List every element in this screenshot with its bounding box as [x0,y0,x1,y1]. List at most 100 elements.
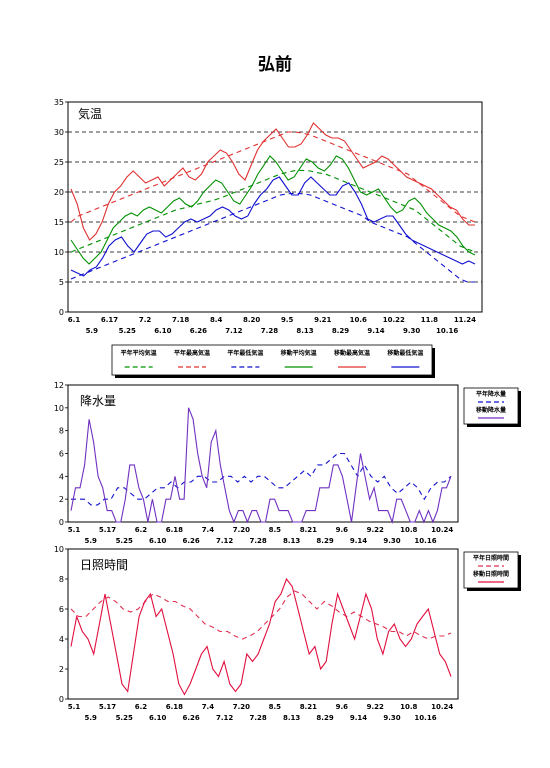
y-tick-label: 10 [54,404,64,413]
x-tick-label: 9.6 [336,526,349,534]
x-tick-label: 9.22 [367,526,384,534]
y-tick-label: 2 [59,495,64,504]
sunshine-panel-label: 日照時間 [80,558,128,572]
x-tick-label: 7.12 [225,327,242,335]
x-tick-label: 10.16 [436,327,458,335]
y-tick-label: 5 [59,278,64,287]
x-tick-label: 8.5 [269,703,282,711]
temperature-legend: 平年平均気温 平年最高気温 平年最低気温 移動平均気温 移動最高気温 移動最低気温 [111,344,435,378]
chart-title: 弘前 [258,55,292,75]
x-tick-label: 5.1 [68,703,81,711]
y-tick-label: 0 [59,695,64,704]
x-tick-label: 5.25 [119,327,136,335]
precipitation-series [70,407,452,524]
legend-label: 移動最高気温 [334,349,370,357]
x-tick-label: 5.25 [116,714,133,722]
x-tick-label: 9.30 [383,537,400,545]
series-line [70,407,452,524]
temperature-chart: 気温 0 5 10 15 20 25 30 35 6.1 6.17 7.2 7.18 8.4 8.20 9… [54,98,483,378]
y-tick-label: 4 [59,472,64,481]
x-tick-label: 9.14 [350,714,367,722]
x-tick-label: 8.4 [210,316,223,324]
x-tick-label: 6.2 [135,526,148,534]
legend-label: 平年最低気温 [227,349,263,357]
x-tick-label: 10.24 [431,526,453,534]
x-tick-label: 8.29 [316,714,333,722]
x-tick-label: 7.18 [172,316,189,324]
y-tick-label: 6 [59,450,64,459]
x-tick-label: 9.5 [281,316,294,324]
precipitation-panel-label: 降水量 [80,394,116,408]
x-tick-label: 6.10 [154,327,171,335]
y-tick-label: 6 [59,605,64,614]
x-tick-label: 6.17 [101,316,118,324]
x-tick-label: 8.29 [332,327,349,335]
x-tick-label: 10.24 [431,703,453,711]
precipitation-y-ticks: 0 2 4 6 8 10 12 [54,381,68,527]
x-tick-label: 7.28 [249,714,266,722]
x-tick-label: 9.14 [350,537,367,545]
y-tick-label: 35 [54,98,64,107]
precipitation-x-ticks: 5.1 5.17 6.2 6.18 7.4 7.20 8.5 8.21 9.6 9.22 10.8 1… [68,526,454,545]
x-tick-label: 10.16 [414,537,436,545]
x-tick-label: 5.17 [99,703,116,711]
sunshine-y-ticks: 0 2 4 6 8 10 [54,545,68,704]
x-tick-label: 7.12 [216,537,233,545]
y-tick-label: 20 [54,188,64,197]
temperature-grid [68,131,482,283]
temperature-panel-label: 気温 [78,106,102,121]
x-tick-label: 8.13 [283,537,300,545]
series-line [70,192,475,283]
x-tick-label: 8.21 [300,703,317,711]
y-tick-label: 4 [59,635,64,644]
series-line [70,590,452,640]
series-line [70,155,476,265]
series-line [70,176,476,277]
temperature-x-ticks: 6.1 6.17 7.2 7.18 8.4 8.20 9.5 9.21 10.6 10.22 11.… [68,316,476,335]
legend-label: 平年降水量 [476,390,506,398]
y-tick-label: 0 [59,518,64,527]
x-tick-label: 11.8 [421,316,438,324]
x-tick-label: 10.8 [400,703,417,711]
x-tick-label: 6.10 [149,537,166,545]
temperature-plot-frame [67,101,483,313]
y-tick-label: 12 [54,381,64,390]
temperature-series [70,122,476,283]
x-tick-label: 5.25 [116,537,133,545]
x-tick-label: 9.6 [336,703,349,711]
legend-label: 移動平均気温 [281,349,317,357]
x-tick-label: 8.21 [300,526,317,534]
legend-label: 平年日照時間 [473,554,509,562]
x-tick-label: 6.26 [190,327,207,335]
series-line [70,131,476,223]
y-tick-label: 0 [59,308,64,317]
x-tick-label: 7.4 [202,703,215,711]
y-tick-label: 30 [54,128,64,137]
x-tick-label: 9.14 [367,327,384,335]
x-tick-label: 7.2 [139,316,152,324]
x-tick-label: 8.20 [243,316,260,324]
x-tick-label: 8.13 [283,714,300,722]
x-tick-label: 6.26 [183,537,200,545]
x-tick-label: 5.1 [68,526,81,534]
y-tick-label: 8 [59,575,64,584]
x-tick-label: 5.9 [86,327,99,335]
x-tick-label: 10.16 [414,714,436,722]
x-tick-label: 6.2 [135,703,148,711]
x-tick-label: 5.9 [85,537,98,545]
series-line [70,577,452,696]
x-tick-label: 6.1 [68,316,81,324]
x-tick-label: 10.6 [350,316,367,324]
x-tick-label: 9.30 [383,714,400,722]
x-tick-label: 8.13 [296,327,313,335]
sunshine-plot-frame [67,548,459,700]
series-line [70,122,475,241]
x-tick-label: 7.4 [202,526,215,534]
y-tick-label: 15 [54,218,64,227]
x-tick-label: 8.29 [316,537,333,545]
series-line [70,169,476,253]
y-tick-label: 10 [54,248,64,257]
